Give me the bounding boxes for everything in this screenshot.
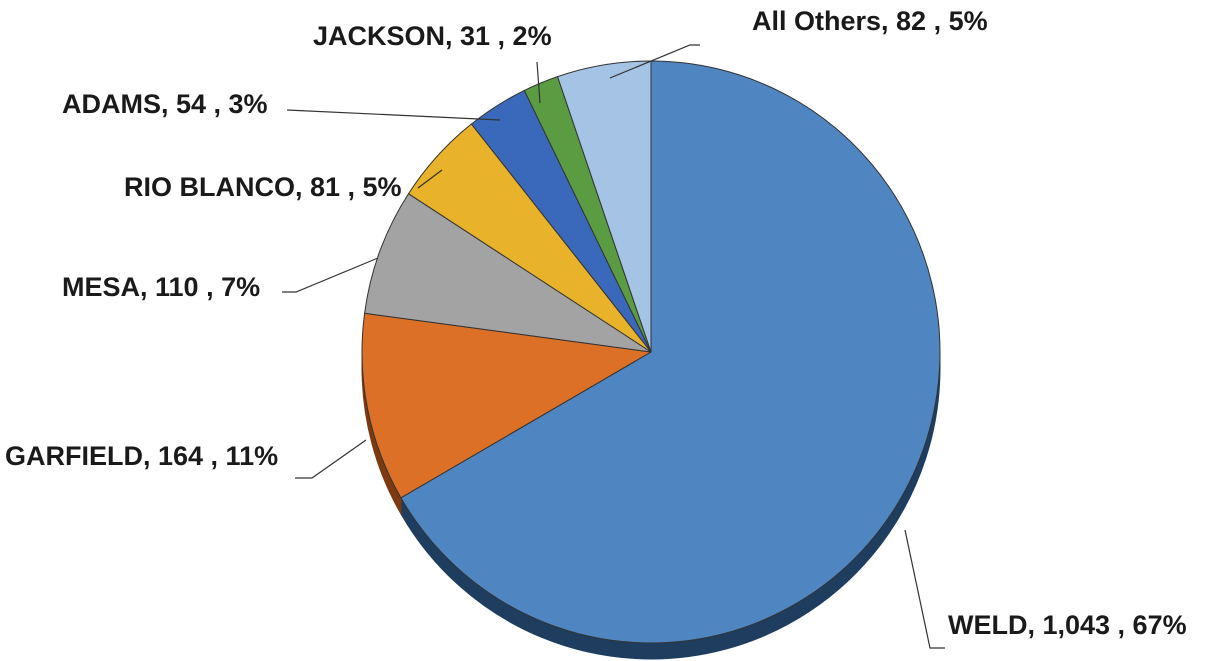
slice-label-jackson: JACKSON, 31 , 2%: [313, 21, 552, 51]
leader-line-all-others: [609, 44, 700, 79]
slice-label-rio-blanco: RIO BLANCO, 81 , 5%: [124, 172, 402, 202]
leader-lines: [282, 44, 945, 649]
leader-line-rio-blanco: [417, 169, 443, 189]
leader-line-weld: [904, 529, 945, 649]
slice-labels: WELD, 1,043 , 67% GARFIELD, 164 , 11% MESA…: [5, 6, 1187, 640]
leader-line-mesa: [282, 257, 379, 293]
slice-label-garfield: GARFIELD, 164 , 11%: [5, 441, 278, 471]
slice-label-adams: ADAMS, 54 , 3%: [62, 89, 268, 119]
slice-label-weld: WELD, 1,043 , 67%: [948, 610, 1187, 640]
pie-slice-mesa: [364, 193, 652, 353]
leader-line-garfield: [295, 439, 367, 479]
pie-slices: [361, 60, 941, 644]
slice-label-all-others: All Others, 82 , 5%: [752, 6, 988, 36]
leader-line-adams: [286, 109, 501, 121]
leader-line-jackson: [536, 61, 541, 104]
slice-label-mesa: MESA, 110 , 7%: [62, 272, 260, 302]
pie-slice-garfield: [361, 312, 653, 499]
pie-slice-weld: [400, 60, 941, 644]
